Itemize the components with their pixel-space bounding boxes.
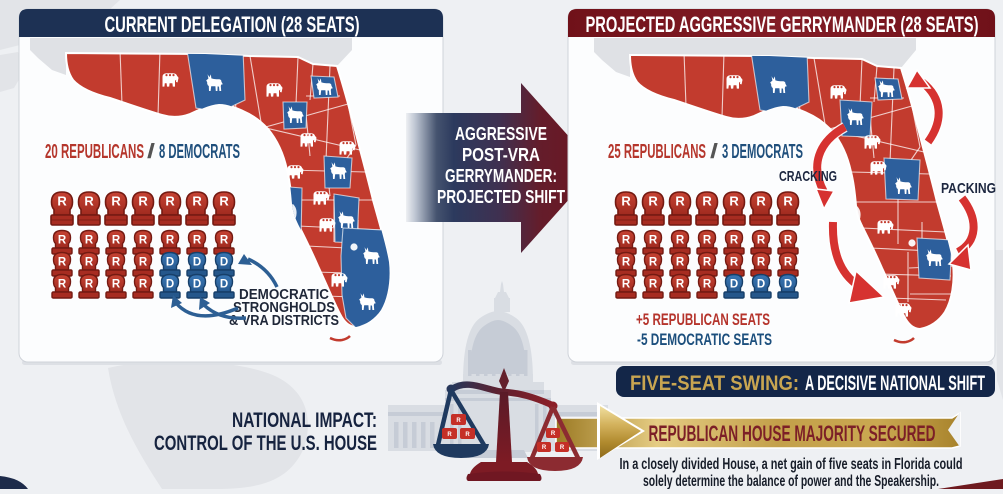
svg-text:3 DEMOCRATS: 3 DEMOCRATS [722,141,803,163]
svg-text:R: R [560,445,565,451]
svg-text:/: / [710,141,719,163]
svg-text:8 DEMOCRATS: 8 DEMOCRATS [159,141,240,163]
svg-text:R: R [447,432,452,438]
svg-text:STRONGHOLDS: STRONGHOLDS [233,300,335,316]
svg-text:20 REPUBLICANS: 20 REPUBLICANS [45,141,144,163]
svg-text:FIVE-SEAT SWING:: FIVE-SEAT SWING: [630,372,799,395]
svg-text:R: R [465,432,470,438]
svg-text:POST-VRA: POST-VRA [462,145,540,165]
svg-text:CURRENT DELEGATION (28 SEATS): CURRENT DELEGATION (28 SEATS) [105,12,360,37]
svg-text:R: R [551,431,556,437]
svg-text:R: R [542,445,547,451]
svg-text:CONTROL OF THE U.S. HOUSE: CONTROL OF THE U.S. HOUSE [154,432,377,455]
svg-text:PROJECTED SHIFT: PROJECTED SHIFT [437,187,565,207]
svg-text:-5 DEMOCRATIC SEATS: -5 DEMOCRATIC SEATS [637,330,772,349]
svg-text:25 REPUBLICANS: 25 REPUBLICANS [608,141,706,163]
svg-text:CRACKING: CRACKING [779,168,837,185]
svg-text:& VRA DISTRICTS: & VRA DISTRICTS [229,313,339,329]
svg-text:REPUBLICAN HOUSE MAJORITY SECU: REPUBLICAN HOUSE MAJORITY SECURED [649,421,936,446]
svg-text:solely determine the balance o: solely determine the balance of power an… [643,473,939,489]
svg-text:NATIONAL IMPACT:: NATIONAL IMPACT: [232,409,377,432]
svg-text:PROJECTED AGGRESSIVE GERRYMAND: PROJECTED AGGRESSIVE GERRYMANDER (28 SEA… [586,12,979,37]
svg-text:+5 REPUBLICAN SEATS: +5 REPUBLICAN SEATS [636,310,770,329]
svg-text:In a closely divided House, a: In a closely divided House, a net gain o… [620,456,963,473]
svg-text:GERRYMANDER:: GERRYMANDER: [445,166,557,186]
svg-text:PACKING: PACKING [941,180,996,197]
svg-text:DEMOCRATIC: DEMOCRATIC [239,287,329,303]
svg-text:A DECISIVE NATIONAL SHIFT: A DECISIVE NATIONAL SHIFT [805,372,985,395]
svg-text:/: / [147,141,156,163]
svg-text:R: R [456,418,461,424]
svg-text:AGGRESSIVE: AGGRESSIVE [455,124,547,144]
